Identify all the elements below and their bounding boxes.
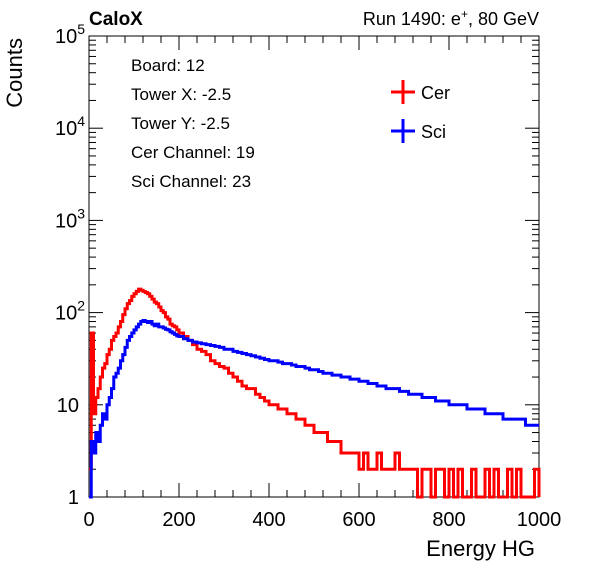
series-sci — [89, 319, 539, 499]
legend-sci-label: Sci — [421, 122, 446, 142]
brand-label: CaloX — [89, 9, 143, 30]
x-tick-label: 200 — [162, 509, 195, 531]
info-cer-channel: Cer Channel: 19 — [131, 143, 255, 162]
series-line-cer — [89, 287, 541, 499]
info-tower-y: Tower Y: -2.5 — [131, 114, 230, 133]
x-tick-label: 400 — [252, 509, 285, 531]
y-tick-label: 102 — [55, 298, 85, 325]
y-tick-label: 103 — [55, 205, 85, 232]
info-box: Board: 12 Tower X: -2.5 Tower Y: -2.5 Ce… — [131, 56, 255, 191]
legend-cer-marker — [391, 80, 415, 104]
legend-sci-marker — [391, 119, 415, 143]
legend: Cer Sci — [391, 80, 450, 143]
x-tick-label: 0 — [83, 509, 94, 531]
info-sci-channel: Sci Channel: 23 — [131, 172, 251, 191]
y-tick-label: 10 — [57, 395, 79, 417]
series-cer — [89, 287, 541, 499]
x-tick-label: 800 — [432, 509, 465, 531]
y-tick-label: 104 — [55, 113, 85, 140]
y-tick-label: 1 — [68, 487, 79, 509]
info-tower-x: Tower X: -2.5 — [131, 85, 231, 104]
series-line-sci — [89, 319, 539, 499]
run-info: Run 1490: e+, 80 GeV — [363, 7, 539, 29]
y-axis-title: Counts — [2, 38, 27, 108]
info-board: Board: 12 — [131, 56, 205, 75]
y-tick-label: 105 — [55, 21, 85, 48]
x-axis-title: Energy HG — [426, 536, 535, 561]
legend-cer-label: Cer — [421, 83, 450, 103]
x-tick-label: 600 — [342, 509, 375, 531]
x-tick-label: 1000 — [517, 509, 562, 531]
series-layer — [89, 287, 541, 499]
axis-ticks: 0 200 400 600 800 1000 1 10 102 103 104 105 — [55, 21, 561, 531]
plot-frame — [88, 35, 540, 498]
